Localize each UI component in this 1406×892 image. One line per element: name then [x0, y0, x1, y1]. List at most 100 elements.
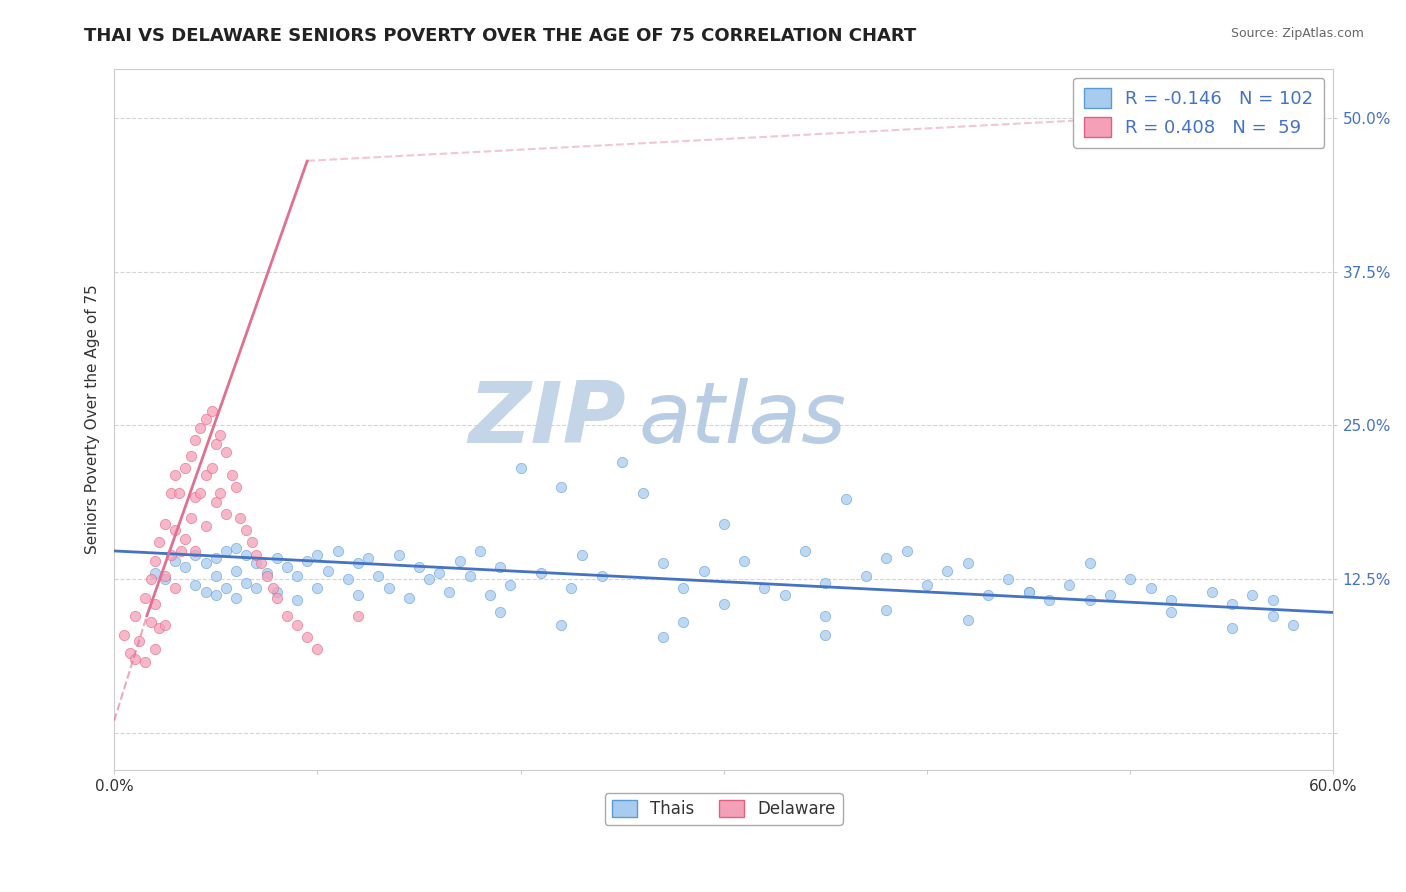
Point [357, 551, 380, 566]
Point [367, 568, 389, 582]
Point [148, 622, 170, 636]
Point [1261, 593, 1284, 607]
Point [773, 588, 796, 602]
Point [215, 544, 238, 558]
Point [143, 566, 166, 580]
Point [550, 480, 572, 494]
Point [194, 584, 217, 599]
Point [997, 572, 1019, 586]
Point [1201, 584, 1223, 599]
Point [208, 428, 231, 442]
Point [184, 490, 207, 504]
Point [1220, 622, 1243, 636]
Point [297, 630, 319, 644]
Point [418, 572, 440, 586]
Point [591, 568, 613, 582]
Point [174, 461, 197, 475]
Point [915, 578, 938, 592]
Point [165, 554, 187, 568]
Point [201, 403, 224, 417]
Point [184, 433, 207, 447]
Point [1078, 593, 1101, 607]
Point [194, 412, 217, 426]
Y-axis label: Seniors Poverty Over the Age of 75: Seniors Poverty Over the Age of 75 [86, 285, 100, 554]
Point [794, 544, 817, 558]
Point [180, 510, 202, 524]
Point [651, 630, 673, 644]
Point [194, 519, 217, 533]
Point [439, 584, 461, 599]
Legend: Thais, Delaware: Thais, Delaware [605, 793, 842, 825]
Point [134, 655, 156, 669]
Point [165, 523, 187, 537]
Point [266, 551, 288, 566]
Point [1018, 584, 1040, 599]
Point [855, 568, 877, 582]
Point [174, 560, 197, 574]
Point [184, 544, 207, 558]
Point [204, 494, 226, 508]
Point [143, 642, 166, 657]
Point [733, 554, 755, 568]
Point [875, 551, 897, 566]
Point [225, 541, 247, 556]
Point [1078, 556, 1101, 570]
Point [276, 609, 298, 624]
Point [377, 581, 399, 595]
Point [285, 568, 308, 582]
Point [560, 581, 582, 595]
Point [1119, 572, 1142, 586]
Point [285, 617, 308, 632]
Point [1038, 593, 1060, 607]
Point [215, 445, 238, 459]
Point [225, 480, 247, 494]
Point [160, 548, 183, 562]
Point [134, 591, 156, 605]
Point [713, 597, 735, 611]
Point [204, 551, 226, 566]
Point [612, 455, 634, 469]
Point [307, 548, 329, 562]
Point [297, 554, 319, 568]
Point [956, 613, 979, 627]
Point [208, 486, 231, 500]
Point [398, 591, 420, 605]
Point [201, 461, 224, 475]
Point [408, 560, 430, 574]
Point [194, 467, 217, 482]
Point [153, 516, 176, 531]
Point [571, 548, 593, 562]
Point [112, 627, 135, 641]
Point [875, 603, 897, 617]
Point [174, 532, 197, 546]
Point [427, 566, 450, 580]
Point [479, 588, 502, 602]
Point [120, 646, 142, 660]
Point [285, 593, 308, 607]
Point [165, 467, 187, 482]
Point [249, 556, 271, 570]
Point [225, 591, 247, 605]
Point [225, 564, 247, 578]
Point [530, 566, 553, 580]
Point [499, 578, 522, 592]
Point [651, 556, 673, 570]
Point [672, 615, 695, 630]
Point [221, 467, 243, 482]
Point [139, 615, 162, 630]
Point [256, 568, 278, 582]
Point [977, 588, 1000, 602]
Point [509, 461, 531, 475]
Point [188, 421, 211, 435]
Point [336, 572, 359, 586]
Point [713, 516, 735, 531]
Point [124, 652, 146, 666]
Point [235, 576, 257, 591]
Point [347, 609, 370, 624]
Point [468, 544, 491, 558]
Point [276, 560, 298, 574]
Point [165, 581, 187, 595]
Point [128, 633, 150, 648]
Point [814, 627, 837, 641]
Point [167, 486, 190, 500]
